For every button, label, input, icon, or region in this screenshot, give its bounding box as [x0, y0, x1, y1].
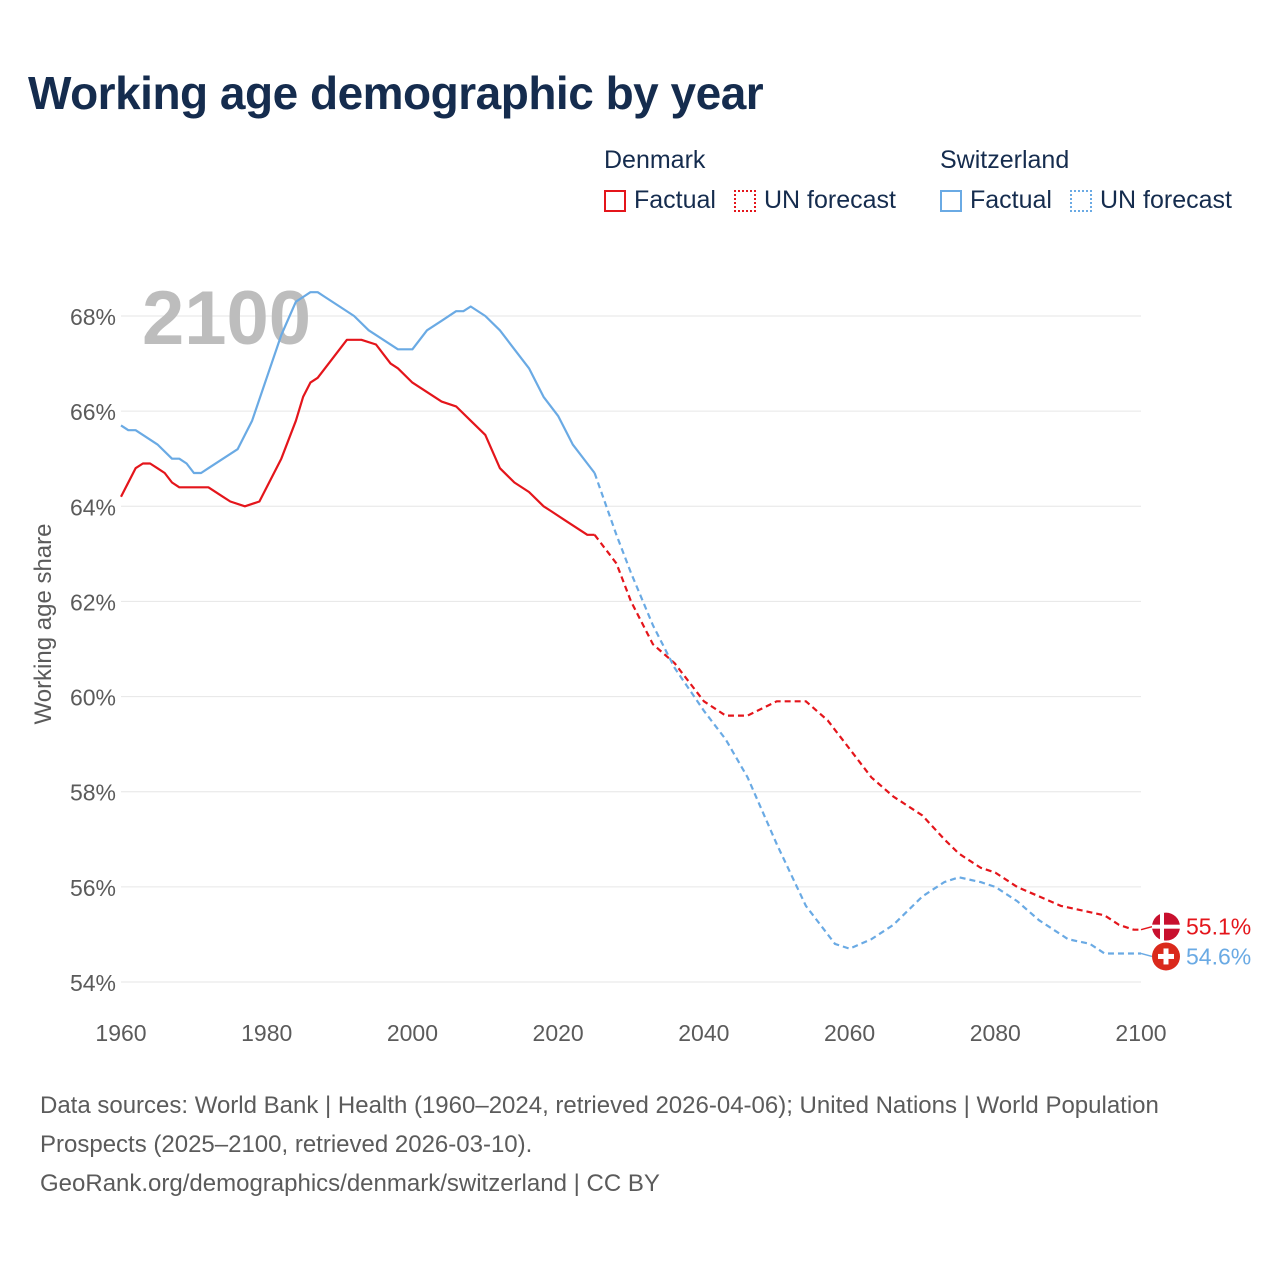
y-tick-label: 56%: [70, 875, 116, 901]
y-axis-label: Working age share: [30, 524, 57, 725]
end-value-label: 55.1%: [1186, 914, 1251, 940]
series-line-denmark-factual: [120, 338, 595, 536]
y-tick-label: 60%: [70, 685, 116, 711]
year-watermark: 2100: [142, 276, 311, 361]
legend-swatch-dotted-icon: [733, 189, 756, 212]
x-tick-label: 1980: [241, 1020, 292, 1046]
line-chart: 2100 54% 56% 58% 60% 62% 64% 66% 68% 1960 1980 20…: [30, 276, 1251, 1046]
legend-label: UN forecast: [763, 186, 896, 214]
legend-group-switzerland: Switzerland Factual UN forecast: [940, 144, 1250, 215]
x-axis-ticks: 1960 1980 2000 2020 2040 2060 2080 2100: [95, 1020, 1166, 1046]
y-tick-label: 62%: [70, 589, 116, 615]
switzerland-flag-icon: [1152, 942, 1180, 971]
y-tick-label: 66%: [70, 399, 116, 425]
end-connector: [1140, 952, 1153, 958]
x-tick-label: 2100: [1115, 1020, 1166, 1046]
grid: [121, 315, 1141, 983]
x-tick-label: 2060: [824, 1020, 875, 1046]
legend-group-denmark: Denmark Factual UN forecast: [604, 144, 914, 215]
legend-denmark-factual[interactable]: Factual: [604, 186, 716, 215]
source-link[interactable]: GeoRank.org/demographics/denmark/switzer…: [40, 1170, 660, 1197]
legend-denmark-forecast[interactable]: UN forecast: [733, 186, 896, 215]
legend-swatch-solid-icon: [604, 189, 626, 212]
flag-cross-h: [1152, 924, 1180, 929]
x-tick-label: 2040: [678, 1020, 729, 1046]
series-line-denmark-forecast: [593, 534, 1141, 931]
series-line-switzerland-forecast: [593, 472, 1141, 955]
x-tick-label: 2000: [387, 1020, 438, 1046]
legend-switzerland-forecast[interactable]: UN forecast: [1069, 186, 1232, 215]
denmark-flag-icon: [1152, 912, 1180, 941]
end-connector: [1140, 925, 1153, 931]
footer: Data sources: World Bank | Health (1960–…: [40, 1086, 1220, 1203]
x-tick-label: 2020: [533, 1020, 584, 1046]
legend-label: UN forecast: [1099, 186, 1232, 214]
flag-cross-h: [1158, 953, 1174, 959]
legend-group-name: Denmark: [604, 146, 706, 174]
chart-title: Working age demographic by year: [28, 67, 764, 119]
y-tick-label: 64%: [70, 494, 116, 520]
legend-swatch-dotted-icon: [1069, 189, 1092, 212]
legend-switzerland-factual[interactable]: Factual: [940, 186, 1052, 215]
x-tick-label: 1960: [95, 1020, 146, 1046]
end-markers: 55.1% 54.6%: [1140, 912, 1251, 971]
y-tick-label: 58%: [70, 780, 116, 806]
x-tick-label: 2080: [970, 1020, 1021, 1046]
end-value-label: 54.6%: [1186, 943, 1251, 969]
data-sources: Data sources: World Bank | Health (1960–…: [40, 1092, 1159, 1158]
legend-label: Factual: [970, 186, 1052, 214]
legend-label: Factual: [634, 186, 716, 214]
legend-group-name: Switzerland: [940, 146, 1070, 174]
y-axis-ticks: 54% 56% 58% 60% 62% 64% 66% 68%: [70, 304, 116, 996]
series-line-switzerland-factual: [120, 291, 596, 475]
legend-swatch-solid-icon: [940, 189, 962, 212]
y-tick-label: 54%: [70, 970, 116, 996]
y-tick-label: 68%: [70, 304, 116, 330]
series-lines: [120, 291, 1141, 955]
